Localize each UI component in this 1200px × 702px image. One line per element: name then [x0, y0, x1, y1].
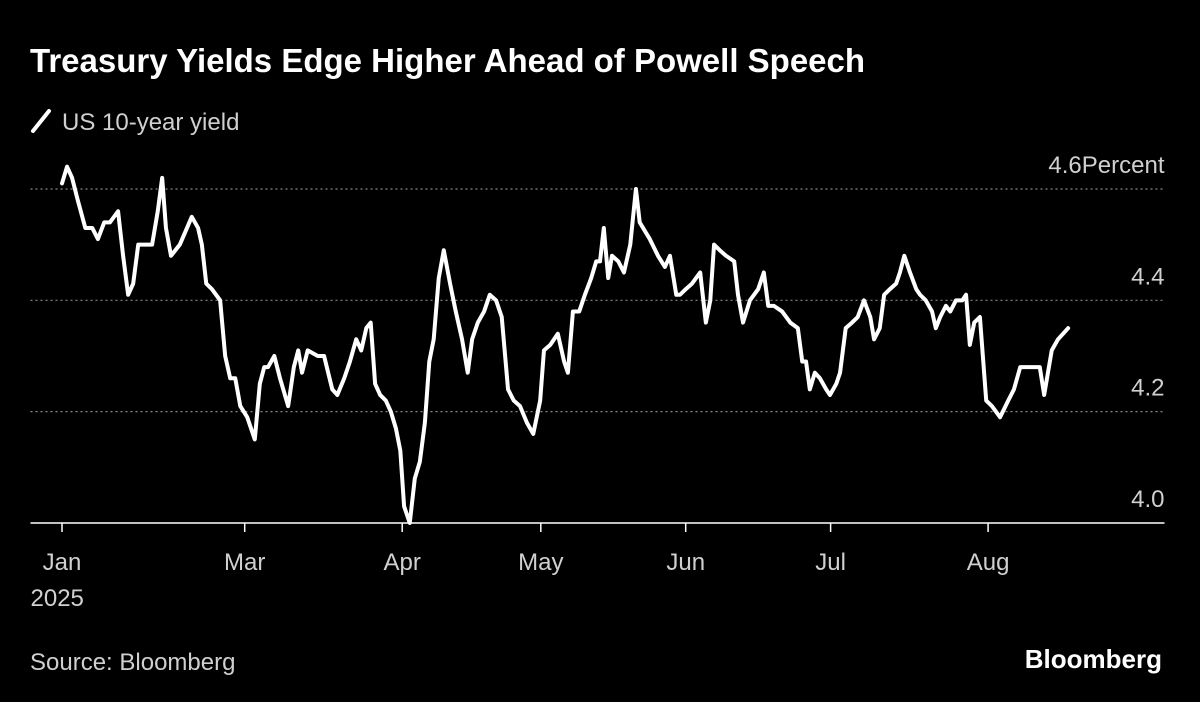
x-tick-label: Jun [666, 549, 705, 576]
y-axis-unit: Percent [1082, 152, 1165, 179]
y-tick-label: 4.2 [1131, 375, 1164, 402]
y-tick-label: 4.0 [1131, 486, 1164, 513]
x-tick-label: Aug [967, 549, 1010, 576]
x-tick-label: Apr [384, 549, 421, 576]
source-note: Source: Bloomberg [30, 649, 235, 676]
y-tick-label: 4.6Percent [1048, 152, 1164, 179]
brand: Bloomberg [1025, 644, 1162, 674]
chart-title: Treasury Yields Edge Higher Ahead of Pow… [30, 42, 865, 79]
y-tick-value: 4.2 [1131, 375, 1164, 402]
y-tick-value: 4.4 [1131, 263, 1164, 290]
x-tick-label: May [518, 549, 563, 576]
x-tick-label: Jul [815, 549, 846, 576]
legend-swatch [31, 109, 51, 133]
legend-label: US 10-year yield [62, 109, 239, 136]
x-tick-label: Mar [224, 549, 265, 576]
data-line [60, 164, 1071, 525]
x-tick-label: Jan 2025 [31, 549, 84, 612]
y-tick-value: 4.0 [1131, 486, 1164, 513]
y-tick-value: 4.6 [1048, 152, 1081, 179]
y-tick-label: 4.4 [1131, 263, 1164, 290]
